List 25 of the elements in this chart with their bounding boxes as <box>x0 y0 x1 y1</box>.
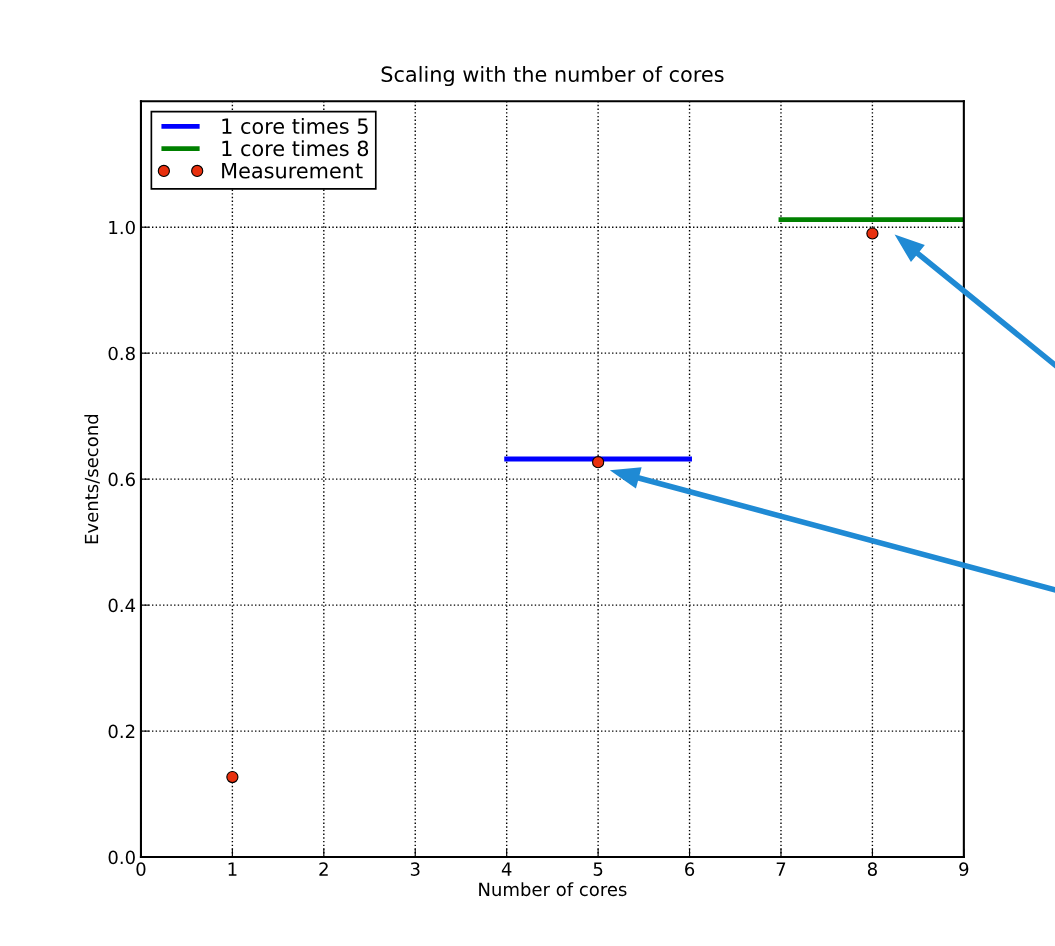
legend-label: 1 core times 8 <box>222 140 369 157</box>
x-axis-title: Number of cores <box>479 882 627 897</box>
point <box>226 770 239 784</box>
y-tick-label: 0.8 <box>108 346 135 361</box>
y-tick-label: 1.0 <box>109 220 135 235</box>
x-tick-label: 6 <box>685 862 695 876</box>
y-tick-label: 0.0 <box>108 850 135 865</box>
chart-title: Scaling with the number of cores <box>381 65 724 87</box>
x-tick-label: 3 <box>410 862 420 876</box>
point <box>866 227 879 240</box>
point <box>592 456 605 469</box>
x-tick-label: 9 <box>959 862 969 876</box>
x-tick-label: 2 <box>319 862 328 876</box>
x-tick-label: 5 <box>593 862 603 876</box>
y-axis-title: Events/second <box>84 414 100 544</box>
y-tick-label: 0.6 <box>108 472 135 487</box>
y-tick-label: 0.2 <box>108 724 135 739</box>
x-tick-label: 8 <box>867 862 877 876</box>
legend-label: 1 core times 5 <box>222 117 368 135</box>
x-tick-label: 7 <box>776 862 786 876</box>
y-tick-label: 0.4 <box>108 598 136 613</box>
legend-label: Measurement <box>222 163 363 179</box>
x-tick-label: 0 <box>136 862 146 876</box>
x-tick-label: 1 <box>228 862 237 876</box>
x-tick-label: 4 <box>501 862 512 876</box>
